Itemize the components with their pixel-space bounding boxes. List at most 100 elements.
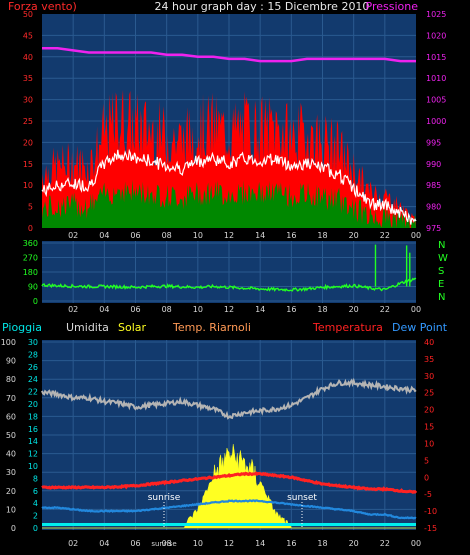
wind-direction-spikes bbox=[374, 244, 411, 287]
top-right-tick: 985 bbox=[426, 181, 441, 190]
compass-label: N bbox=[438, 240, 445, 251]
wind-base-series bbox=[42, 179, 416, 228]
top-right-tick: 975 bbox=[426, 224, 441, 233]
temp-tick: -15 bbox=[424, 524, 437, 533]
top-right-tick: 995 bbox=[426, 138, 441, 147]
top-right-tick: 980 bbox=[426, 203, 441, 212]
wind-dir-tick: 360 bbox=[23, 239, 38, 248]
humidity-tick: 90 bbox=[6, 357, 16, 366]
top-left-tick: 40 bbox=[23, 53, 33, 62]
legend-temperature: Temperatura bbox=[312, 321, 383, 334]
rain-tick: 12 bbox=[28, 450, 38, 459]
temp-tick: 0 bbox=[424, 473, 429, 482]
x-tick: 16 bbox=[286, 539, 296, 548]
top-right-tick: 1005 bbox=[426, 96, 446, 105]
temp-tick: 30 bbox=[424, 372, 434, 381]
x-tick: 20 bbox=[349, 231, 359, 240]
x-tick: 18 bbox=[317, 231, 327, 240]
top-left-tick: 35 bbox=[23, 74, 33, 83]
x-tick: 22 bbox=[380, 539, 390, 548]
x-tick: 06 bbox=[130, 231, 140, 240]
wind-direction-series bbox=[41, 277, 417, 293]
page-title: 24 hour graph day : 15 Dicembre 2010 bbox=[155, 0, 370, 13]
x-tick: 10 bbox=[193, 305, 203, 314]
x-tick: 02 bbox=[68, 231, 78, 240]
x-tick: 14 bbox=[255, 231, 265, 240]
x-tick: 18 bbox=[317, 305, 327, 314]
top-left-tick: 15 bbox=[23, 160, 33, 169]
avg-wind-series bbox=[41, 148, 417, 225]
x-tick: 02 bbox=[68, 539, 78, 548]
rain-tick: 8 bbox=[33, 474, 38, 483]
sunset-label: sunset bbox=[287, 493, 317, 503]
humidity-series bbox=[41, 377, 417, 420]
rain-tick: 6 bbox=[33, 487, 38, 496]
rain-tick: 14 bbox=[28, 437, 38, 446]
x-tick: 12 bbox=[224, 539, 234, 548]
x-tick: 12 bbox=[224, 231, 234, 240]
humidity-tick: 10 bbox=[6, 505, 16, 514]
top-right-tick: 1020 bbox=[426, 31, 446, 40]
temp-tick: 35 bbox=[424, 355, 434, 364]
temp-tick: -5 bbox=[424, 490, 432, 499]
gust-series bbox=[42, 89, 416, 229]
x-tick: 04 bbox=[99, 231, 109, 240]
x-tick: 20 bbox=[349, 305, 359, 314]
temp-tick: 5 bbox=[424, 456, 429, 465]
humidity-tick: 40 bbox=[6, 450, 16, 459]
top-left-tick: 20 bbox=[23, 138, 33, 147]
wind-dir-tick: 270 bbox=[23, 254, 38, 263]
x-tick: 00 bbox=[411, 231, 421, 240]
humidity-tick: 80 bbox=[6, 375, 16, 384]
legend-solar: Solar bbox=[118, 321, 147, 334]
temp-tick: 15 bbox=[424, 423, 434, 432]
top-left-tick: 30 bbox=[23, 96, 33, 105]
x-tick: 04 bbox=[99, 305, 109, 314]
legend-dew-point: Dew Point bbox=[392, 321, 448, 334]
x-tick: 16 bbox=[286, 231, 296, 240]
top-left-tick: 45 bbox=[23, 31, 33, 40]
top-right-tick: 1000 bbox=[426, 117, 446, 126]
rain-tick: 24 bbox=[28, 375, 38, 384]
top-left-tick: 5 bbox=[28, 203, 33, 212]
x-tick: 00 bbox=[411, 305, 421, 314]
x-tick: 02 bbox=[68, 305, 78, 314]
temp-tick: 40 bbox=[424, 338, 434, 347]
humidity-tick: 20 bbox=[6, 487, 16, 496]
compass-label: W bbox=[438, 253, 448, 264]
top-right-tick: 1015 bbox=[426, 53, 446, 62]
top-right-label: Pressione bbox=[366, 0, 419, 13]
rain-tick: 0 bbox=[33, 524, 38, 533]
wind-dir-tick: 90 bbox=[28, 283, 38, 292]
x-tick: 22 bbox=[380, 305, 390, 314]
x-tick: 04 bbox=[99, 539, 109, 548]
sunrise-label: sunrise bbox=[148, 493, 181, 503]
x-sunrise-tick: sunrise bbox=[151, 540, 176, 548]
humidity-tick: 60 bbox=[6, 412, 16, 421]
rain-tick: 16 bbox=[28, 425, 38, 434]
humidity-tick: 50 bbox=[6, 431, 16, 440]
x-tick: 00 bbox=[411, 539, 421, 548]
legend-temp-riarnoli: Temp. Riarnoli bbox=[172, 321, 251, 334]
x-tick: 14 bbox=[255, 539, 265, 548]
temp-tick: 20 bbox=[424, 406, 434, 415]
wind-dir-tick: 0 bbox=[33, 297, 38, 306]
x-tick: 14 bbox=[255, 305, 265, 314]
humidity-tick: 0 bbox=[11, 524, 16, 533]
top-left-tick: 25 bbox=[23, 117, 33, 126]
wind-dir-tick: 180 bbox=[23, 268, 38, 277]
rain-tick: 2 bbox=[33, 512, 38, 521]
humidity-tick: 70 bbox=[6, 394, 16, 403]
temp-tick: 25 bbox=[424, 389, 434, 398]
pressure-series bbox=[42, 46, 416, 63]
compass-label: N bbox=[438, 292, 445, 303]
rain-series bbox=[42, 523, 416, 526]
x-tick: 16 bbox=[286, 305, 296, 314]
rain-tick: 4 bbox=[33, 499, 38, 508]
rain-tick: 20 bbox=[28, 400, 38, 409]
solar-series bbox=[42, 443, 416, 529]
compass-label: S bbox=[438, 266, 444, 277]
top-right-tick: 1025 bbox=[426, 10, 446, 19]
x-tick: 20 bbox=[349, 539, 359, 548]
